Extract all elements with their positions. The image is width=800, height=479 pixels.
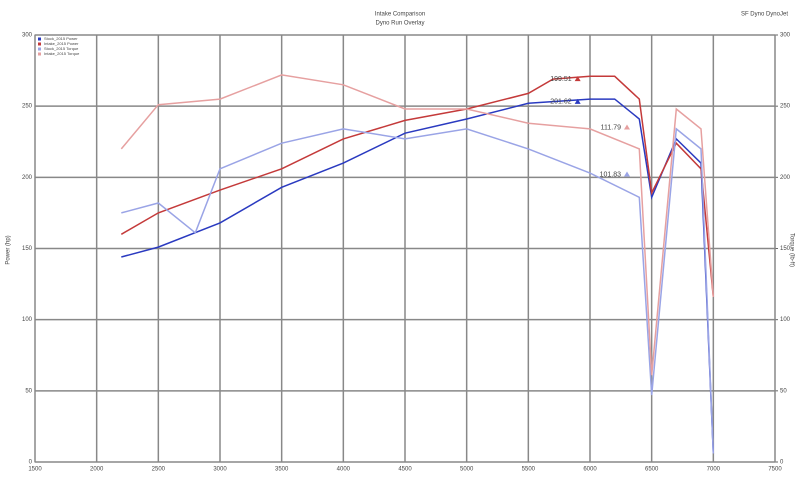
- x-tick-label: 1500: [28, 467, 42, 473]
- x-tick-label: 7500: [768, 467, 782, 473]
- annotation: 199.51: [550, 76, 572, 83]
- annotation-marker: [624, 124, 630, 130]
- y-tick-label: 50: [25, 388, 32, 394]
- series-line: [121, 127, 715, 454]
- x-tick-label: 2000: [90, 467, 104, 473]
- legend-label: Stock_2015 Power: [44, 36, 78, 41]
- x-tick-label: 7000: [707, 467, 721, 473]
- y2-tick-label: 100: [780, 317, 791, 323]
- x-tick-label: 3000: [213, 467, 227, 473]
- x-tick-label: 5500: [522, 467, 536, 473]
- chart-title: Intake Comparison: [375, 12, 425, 18]
- y-tick-label: 0: [29, 460, 33, 466]
- x-tick-label: 2500: [152, 467, 166, 473]
- legend-label: Stock_2015 Torque: [44, 46, 79, 51]
- series-line: [120, 74, 715, 376]
- x-tick-label: 3500: [275, 467, 289, 473]
- legend-swatch: [38, 52, 41, 56]
- y2-axis-label: Torque (lb-ft): [788, 233, 794, 267]
- series-line: [120, 75, 715, 297]
- legend-swatch: [38, 37, 41, 41]
- y-tick-label: 300: [22, 33, 33, 39]
- x-tick-label: 4000: [337, 467, 351, 473]
- legend-swatch: [38, 42, 41, 46]
- y-tick-label: 100: [22, 317, 33, 323]
- chart-subtitle: Dyno Run Overlay: [375, 21, 424, 27]
- y-axis-label: Power (hp): [6, 235, 12, 264]
- annotation: 101.83: [600, 171, 622, 178]
- x-tick-label: 6500: [645, 467, 659, 473]
- legend-label: Intake_2015 Torque: [44, 51, 80, 56]
- x-tick-label: 5000: [460, 467, 474, 473]
- y2-tick-label: 0: [780, 460, 784, 466]
- annotation-marker: [574, 76, 581, 82]
- y2-tick-label: 250: [780, 104, 791, 110]
- annotation: 201.62: [550, 99, 572, 106]
- y2-tick-label: 150: [780, 246, 791, 252]
- x-tick-label: 6000: [583, 467, 597, 473]
- corner-note: SF Dyno DynoJet: [741, 12, 788, 18]
- y2-tick-label: 50: [780, 388, 787, 394]
- y-tick-label: 150: [22, 246, 33, 252]
- annotation-marker: [574, 98, 581, 104]
- y2-tick-label: 300: [780, 33, 791, 39]
- x-tick-label: 4500: [398, 467, 412, 473]
- y-tick-label: 200: [22, 175, 33, 181]
- legend-label: Intake_2015 Power: [44, 41, 79, 46]
- annotation-marker: [624, 171, 630, 177]
- annotation: 111.79: [601, 124, 621, 131]
- y2-tick-label: 200: [780, 175, 791, 181]
- legend-swatch: [38, 47, 41, 51]
- y-tick-label: 250: [22, 104, 33, 110]
